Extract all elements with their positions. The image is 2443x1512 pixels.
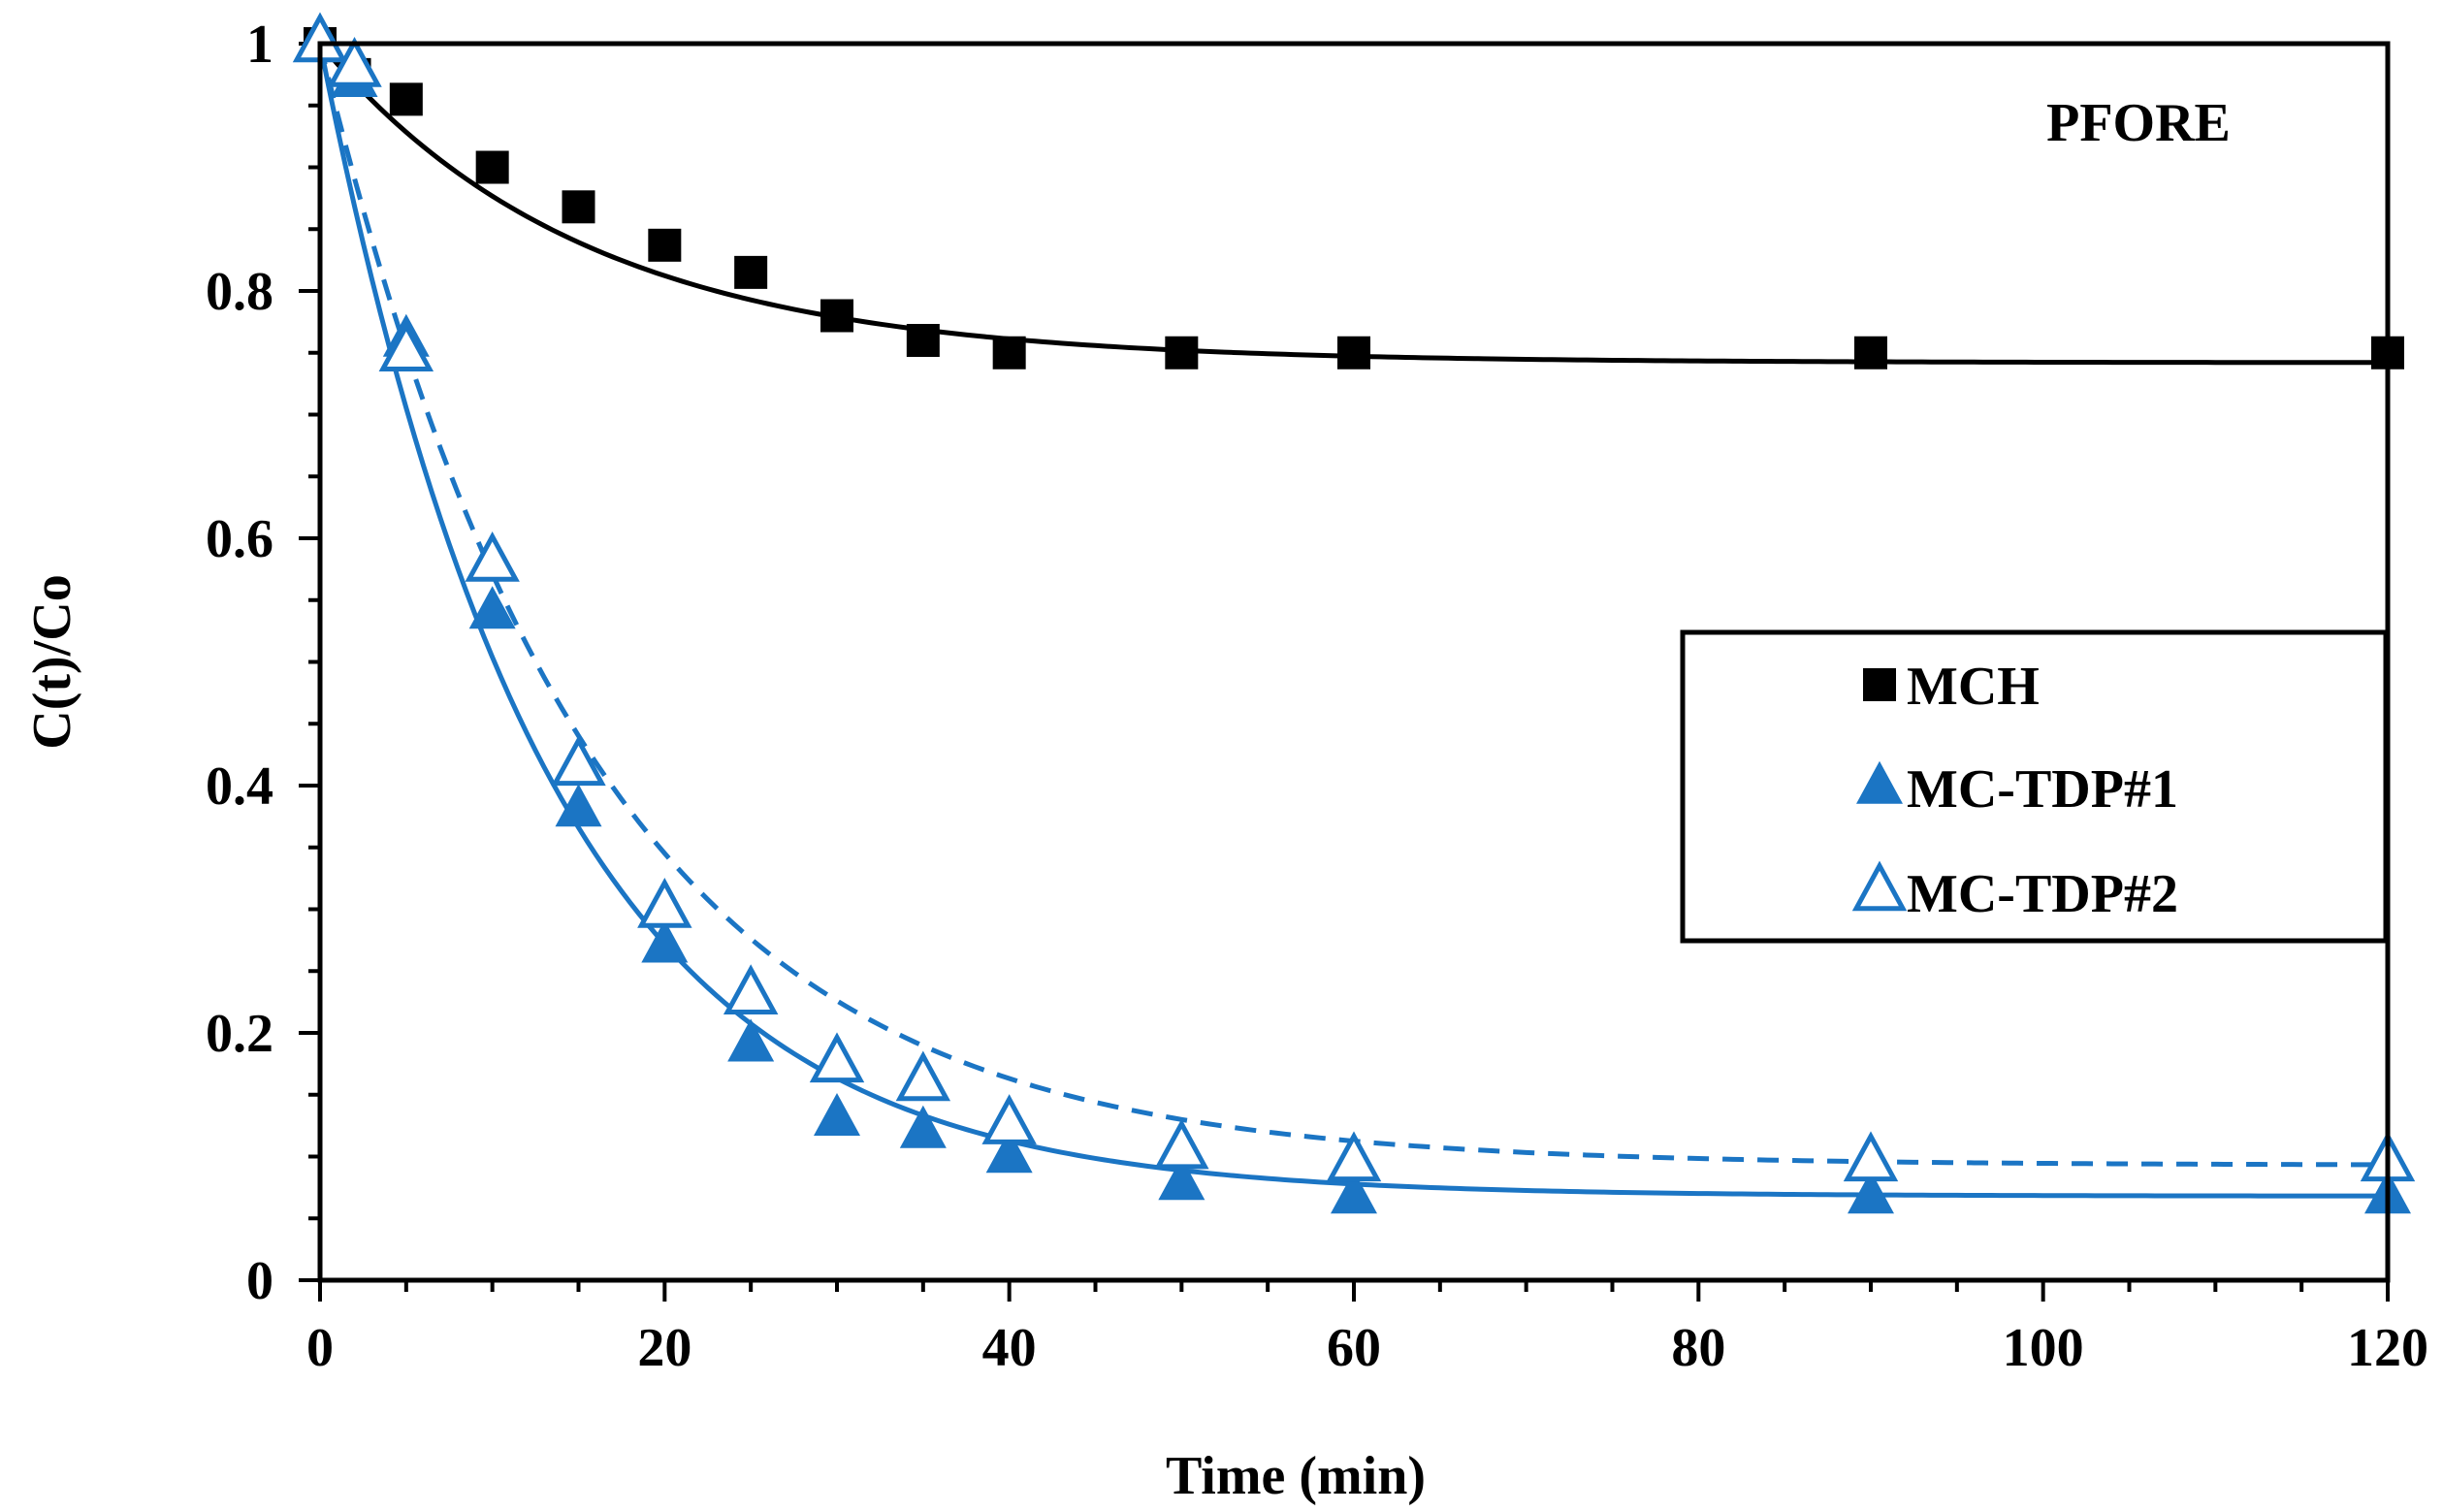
data-point-mc-tdp-2 xyxy=(981,1094,1037,1144)
data-point-mc-tdp-1 xyxy=(985,1130,1033,1174)
data-point-mc-tdp-1 xyxy=(814,1092,860,1136)
x-tick-label: 20 xyxy=(637,1318,691,1378)
fit-curve-mc-tdp-2 xyxy=(317,43,2389,1168)
tick-labels: 0 20 40 60 80 100 120 0 0.2 0.4 0.6 0.8 1 xyxy=(206,15,2428,1378)
data-point-mch xyxy=(1854,336,1887,370)
legend-label-mc-tdp2: MC-TDP#2 xyxy=(1907,864,2178,924)
data-point-mch xyxy=(820,299,853,333)
legend-label-mc-tdp1: MC-TDP#1 xyxy=(1907,759,2178,820)
data-point-mc-tdp-2 xyxy=(723,964,779,1014)
data-point-mc-tdp-2 xyxy=(378,321,434,371)
data-point-mc-tdp-1 xyxy=(555,784,602,827)
fit-curve-mch xyxy=(318,42,2389,366)
y-tick-label: 1 xyxy=(246,15,273,75)
x-tick-label: 60 xyxy=(1327,1318,1381,1378)
data-point-mc-tdp-1 xyxy=(1158,1157,1205,1201)
legend-marker-mch xyxy=(1863,668,1896,701)
x-tick-label: 0 xyxy=(306,1318,334,1378)
x-axis-label: Time (min) xyxy=(1166,1446,1426,1506)
legend-marker-mc-tdp-2 xyxy=(1851,860,1908,912)
data-point-mch xyxy=(1165,336,1199,370)
data-point-mc-tdp-2 xyxy=(465,531,520,582)
x-tick-label: 100 xyxy=(2003,1318,2084,1378)
data-point-mc-tdp-1 xyxy=(1331,1171,1377,1214)
data-point-mch xyxy=(734,255,768,289)
legend: MCH MC-TDP#1 MC-TDP#2 xyxy=(1680,629,2389,944)
legend-marker-mc-tdp-1 xyxy=(1856,760,1903,804)
fit-curves xyxy=(317,42,2389,1199)
data-point-mc-tdp-2 xyxy=(1326,1131,1382,1182)
data-point-mc-tdp-1 xyxy=(1848,1171,1894,1214)
x-tick-label: 40 xyxy=(982,1318,1037,1378)
data-point-mc-tdp-2 xyxy=(327,36,382,87)
data-point-mc-tdp-2 xyxy=(1154,1118,1209,1170)
data-point-mc-tdp-2 xyxy=(551,735,606,787)
legend-box xyxy=(1680,629,2389,944)
data-point-mch xyxy=(1337,336,1370,370)
data-point-mch xyxy=(475,150,509,184)
data-point-mc-tdp-1 xyxy=(468,586,516,629)
data-points xyxy=(292,12,2416,1214)
y-tick-label: 0.8 xyxy=(206,262,273,322)
data-point-mc-tdp-2 xyxy=(637,877,692,928)
data-point-mc-tdp-2 xyxy=(809,1032,865,1083)
data-point-mc-tdp-2 xyxy=(895,1050,951,1102)
data-point-mc-tdp-1 xyxy=(899,1105,947,1148)
fit-curve-mc-tdp-1 xyxy=(317,43,2389,1199)
y-tick-label: 0 xyxy=(246,1251,273,1311)
y-tick-label: 0.4 xyxy=(206,756,273,817)
data-point-mch xyxy=(906,324,940,357)
data-point-mc-tdp-1 xyxy=(641,919,689,963)
data-point-mch xyxy=(389,82,423,116)
y-axis-label: C(t)/Co xyxy=(22,574,82,749)
data-point-mch xyxy=(992,336,1026,370)
x-tick-label: 120 xyxy=(2347,1318,2428,1378)
data-point-mch xyxy=(562,190,595,224)
legend-markers xyxy=(1851,668,1908,912)
data-point-mch xyxy=(648,228,682,262)
data-point-mc-tdp-1 xyxy=(727,1018,775,1062)
legend-label-mch: MCH xyxy=(1907,657,2040,717)
pfore-annotation: PFORE xyxy=(2046,93,2231,153)
y-tick-label: 0.2 xyxy=(206,1004,273,1064)
y-tick-label: 0.6 xyxy=(206,509,273,569)
x-tick-label: 80 xyxy=(1671,1318,1725,1378)
data-point-mc-tdp-2 xyxy=(1843,1131,1899,1182)
